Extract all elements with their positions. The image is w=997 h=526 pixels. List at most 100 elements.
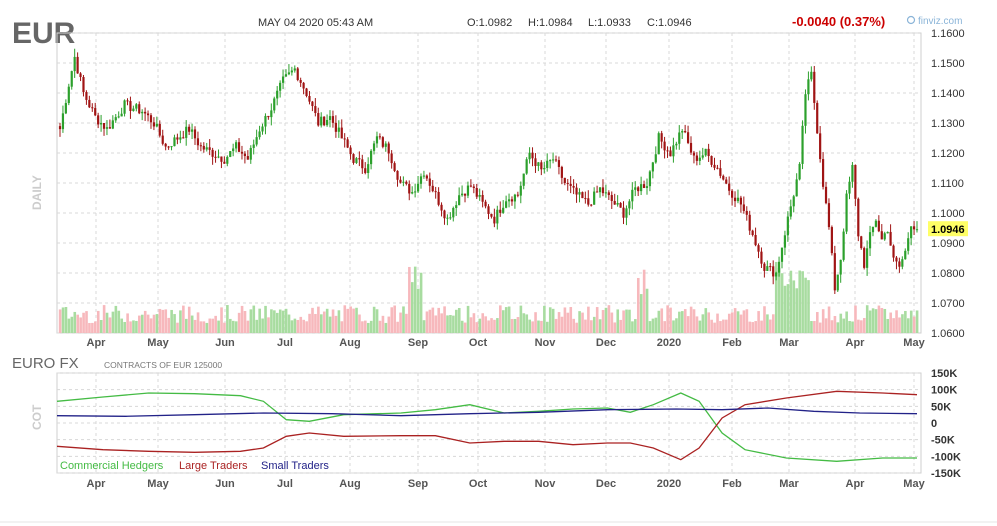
candle-body	[898, 261, 901, 267]
volume-bar	[771, 314, 775, 333]
volume-bar	[886, 318, 890, 333]
candle-body	[824, 186, 828, 204]
candle-body	[384, 143, 387, 147]
volume-bar	[334, 315, 338, 333]
volume-bar	[190, 315, 194, 333]
volume-bar	[117, 310, 121, 333]
volume-bar	[548, 307, 552, 333]
volume-bar	[722, 319, 725, 333]
candle-body	[64, 103, 67, 114]
volume-bar	[625, 309, 628, 333]
candle-body	[399, 179, 402, 183]
volume-bar	[727, 313, 731, 333]
candle-body	[311, 101, 314, 107]
candle-body	[232, 148, 235, 152]
candle-body	[279, 82, 282, 91]
cot-y-tick: -150K	[931, 468, 961, 480]
cot-series-line	[56, 390, 918, 461]
candle-body	[173, 137, 176, 147]
volume-bar	[496, 318, 499, 333]
candle-body	[795, 179, 798, 197]
candle-body	[411, 192, 414, 194]
candle-body	[199, 145, 202, 147]
volume-bar	[551, 308, 555, 333]
candle-body	[390, 153, 393, 164]
candle-body	[722, 175, 725, 180]
candle-body	[625, 208, 628, 218]
volume-bar	[669, 307, 672, 333]
candle-body	[616, 202, 619, 205]
candle-body	[361, 159, 364, 169]
volume-bar	[314, 313, 317, 333]
volume-bar	[211, 318, 215, 333]
volume-bar	[120, 318, 124, 333]
candle-body	[519, 185, 522, 196]
volume-bar	[877, 305, 881, 333]
last-price-badge: 1.0946	[928, 221, 968, 237]
volume-bar	[824, 318, 828, 333]
volume-bar	[566, 312, 570, 333]
candle-body	[560, 166, 563, 178]
volume-bar	[860, 320, 863, 333]
candle-body	[469, 185, 472, 187]
candle-body	[757, 245, 760, 252]
candle-body	[528, 152, 531, 160]
volume-bar	[352, 308, 355, 333]
volume-bar	[821, 309, 825, 333]
candle-body	[152, 122, 156, 127]
legend-large: Large Traders	[179, 460, 248, 472]
candle-body	[437, 191, 440, 205]
price-grid	[56, 32, 922, 334]
candle-body	[595, 191, 599, 193]
candle-body	[640, 184, 643, 192]
cot-x-tick: 2020	[657, 478, 681, 490]
volume-bar	[816, 312, 819, 333]
volume-bar	[311, 307, 314, 333]
volume-bar	[660, 308, 664, 333]
header-close: C:1.0946	[647, 17, 692, 29]
candle-body	[161, 135, 164, 144]
price-y-tick: 1.1100	[931, 178, 964, 190]
volume-bar	[158, 308, 162, 333]
volume-bar	[187, 306, 191, 333]
volume-bar	[161, 309, 165, 333]
candle-body	[208, 147, 211, 150]
volume-bar	[138, 315, 141, 333]
volume-bar	[713, 322, 716, 333]
volume-bar	[449, 314, 452, 333]
candle-body	[408, 183, 411, 194]
volume-bar	[220, 307, 223, 333]
volume-bar	[299, 316, 303, 333]
candle-body	[396, 170, 399, 180]
candle-body	[478, 194, 481, 197]
volume-bar	[487, 320, 490, 333]
volume-bar	[510, 318, 514, 333]
volume-bar	[70, 316, 74, 333]
volume-bar	[789, 270, 793, 333]
candle-body	[387, 143, 390, 154]
price-x-axis: Apr May Jun Jul Aug Sep Oct Nov Dec 2020 Feb Mar Apr…	[87, 337, 926, 349]
finviz-logo[interactable]: finviz.com	[906, 15, 963, 27]
candle-body	[786, 216, 789, 236]
volume-bar	[73, 311, 77, 333]
cot-x-tick: Oct	[469, 478, 488, 490]
candle-body	[164, 143, 167, 147]
volume-bar	[366, 322, 370, 333]
volume-bar	[575, 322, 578, 333]
volume-bar	[440, 313, 443, 333]
volume-bar	[372, 306, 376, 333]
volume-bar	[499, 305, 502, 333]
candle-body	[807, 79, 810, 95]
candle-body	[904, 250, 907, 260]
candle-body	[434, 191, 437, 193]
volume-bar	[719, 321, 722, 333]
candle-body	[543, 168, 546, 170]
volume-bar	[164, 309, 168, 333]
volume-bar	[457, 308, 461, 333]
candle-body	[551, 159, 555, 161]
candle-body	[155, 123, 158, 127]
volume-bar	[123, 321, 126, 333]
volume-bar	[249, 309, 253, 333]
candle-body	[637, 187, 640, 192]
daily-label: DAILY	[30, 175, 44, 210]
